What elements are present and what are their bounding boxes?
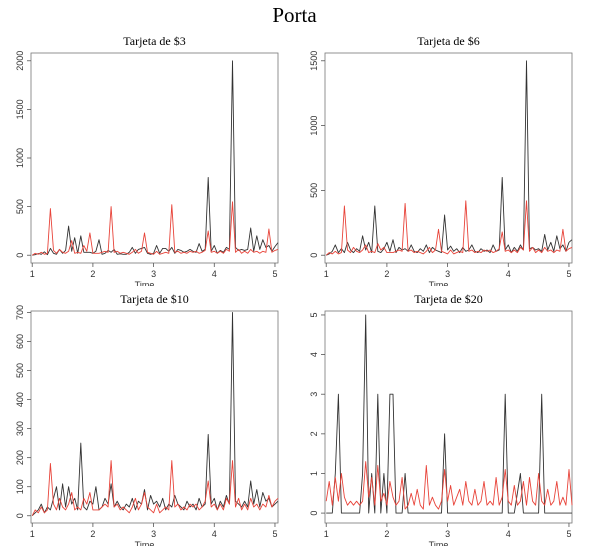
y-tick-label: 0 — [309, 253, 319, 258]
x-tick-label: 5 — [272, 529, 277, 539]
x-tick-label: 1 — [30, 529, 35, 539]
panel-title: Tarjeta de $10 — [120, 292, 188, 306]
y-tick-label: 100 — [15, 479, 25, 494]
panel-tarjeta-6: Tarjeta de $6 1 2 3 4 5 Time 0 500 1000 1500 — [309, 34, 573, 286]
x-tick-label: 4 — [506, 529, 511, 539]
y-tick-label: 0 — [15, 253, 25, 258]
y-tick-label: 1000 — [15, 148, 25, 168]
x-tick-label: 2 — [90, 269, 95, 279]
x-tick-label: 3 — [151, 529, 156, 539]
panel-title: Tarjeta de $3 — [123, 34, 185, 48]
x-tick-label: 5 — [272, 269, 277, 279]
x-tick-label: 3 — [445, 269, 450, 279]
plot-frame — [30, 310, 279, 524]
plot-frame — [324, 52, 573, 264]
x-tick-label: 4 — [212, 269, 217, 279]
y-tick-label: 1500 — [15, 99, 25, 119]
main-title: Porta — [272, 3, 317, 27]
x-tick-label: 1 — [30, 269, 35, 279]
y-tick-label: 5 — [309, 312, 319, 317]
x-tick-label: 2 — [90, 529, 95, 539]
x-tick-label: 3 — [445, 529, 450, 539]
y-tick-label: 500 — [15, 363, 25, 378]
y-tick-label: 1000 — [309, 116, 319, 136]
series-line-black — [32, 60, 279, 256]
y-tick-label: 1 — [309, 471, 319, 476]
x-tick-label: 5 — [566, 269, 571, 279]
y-tick-label: 2000 — [15, 51, 25, 71]
y-tick-label: 300 — [15, 421, 25, 436]
x-tick-label: 4 — [506, 269, 511, 279]
x-axis-label: Time — [135, 540, 155, 546]
x-tick-label: 1 — [324, 529, 329, 539]
series-line-black — [326, 314, 572, 514]
y-tick-label: 0 — [309, 511, 319, 516]
y-tick-label: 1500 — [309, 51, 319, 71]
series-line-red — [325, 200, 573, 256]
y-tick-label: 4 — [309, 352, 319, 357]
y-tick-label: 500 — [15, 199, 25, 214]
y-tick-label: 2 — [309, 431, 319, 436]
panel-tarjeta-20: Tarjeta de $20 1 2 3 4 5 Time 0 1 2 3 4 5 — [309, 292, 573, 546]
series-line-red — [325, 461, 573, 510]
plot-frame — [324, 310, 573, 524]
y-tick-label: 500 — [309, 183, 319, 198]
x-axis-label: Time — [429, 540, 449, 546]
y-tick-label: 3 — [309, 392, 319, 397]
x-tick-label: 5 — [566, 529, 571, 539]
y-tick-label: 700 — [15, 305, 25, 320]
x-tick-label: 3 — [151, 269, 156, 279]
panel-tarjeta-10: Tarjeta de $10 1 2 3 4 5 Time 0 100 200 300 400 500 6… — [15, 292, 279, 546]
panel-tarjeta-3: Tarjeta de $3 1 2 3 4 5 Time 0 500 1000 1500 2000 — [15, 34, 279, 286]
panel-title: Tarjeta de $6 — [417, 34, 479, 48]
series-line-red — [31, 201, 279, 256]
y-tick-label: 0 — [15, 513, 25, 518]
x-axis-label: Time — [429, 280, 449, 286]
x-axis-label: Time — [135, 280, 155, 286]
y-tick-label: 600 — [15, 334, 25, 349]
panel-title: Tarjeta de $20 — [414, 292, 482, 306]
series-line-black — [31, 312, 279, 517]
series-line-black — [326, 60, 573, 256]
y-tick-label: 400 — [15, 392, 25, 407]
x-tick-label: 2 — [384, 529, 389, 539]
x-tick-label: 2 — [384, 269, 389, 279]
y-tick-label: 200 — [15, 450, 25, 465]
x-tick-label: 1 — [324, 269, 329, 279]
series-line-red — [31, 460, 279, 516]
x-tick-label: 4 — [212, 529, 217, 539]
